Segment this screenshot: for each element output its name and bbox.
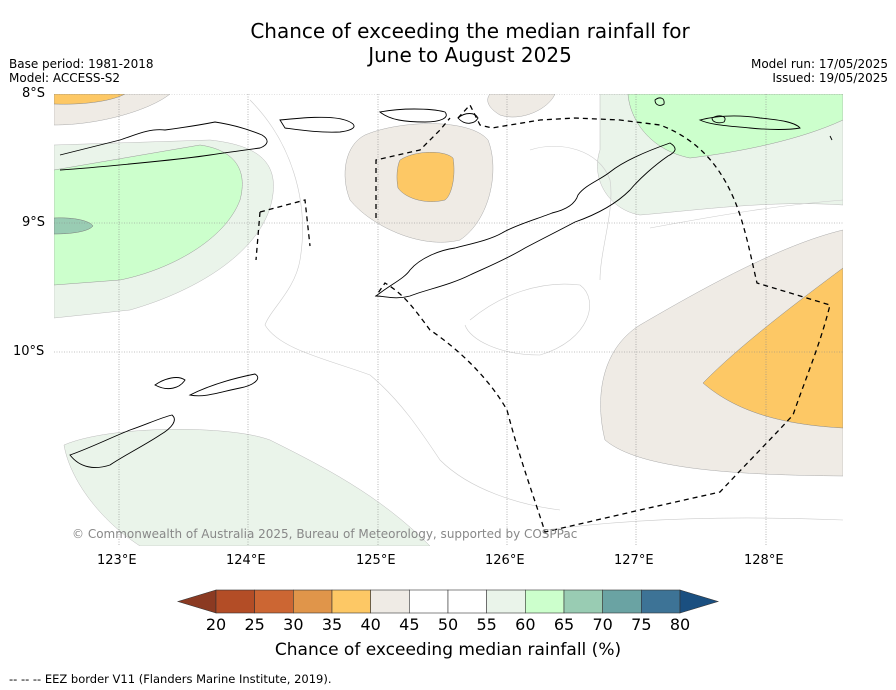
colorbar-segment xyxy=(447,589,487,614)
eez-border-line xyxy=(375,103,831,533)
lon-label-123e: 123°E xyxy=(97,553,137,568)
zone-35-40-central xyxy=(396,152,455,202)
colorbar-tick-label: 30 xyxy=(283,615,304,634)
issued-text: Issued: 19/05/2025 xyxy=(772,71,888,85)
colorbar-tick-label: 70 xyxy=(592,615,613,634)
atauro-coastline xyxy=(457,113,479,124)
colorbar-under-arrow xyxy=(176,589,217,614)
colorbar-segment xyxy=(602,589,642,614)
colorbar-tick-label: 50 xyxy=(437,615,459,634)
zone-35-40-northwest xyxy=(54,94,126,105)
lat-label-9s: 9°S xyxy=(22,215,46,230)
lon-label-125e: 125°E xyxy=(356,553,396,568)
rote-coastline xyxy=(188,373,259,397)
lon-label-124e: 124°E xyxy=(226,553,266,568)
flores-coastline xyxy=(59,121,268,171)
colorbar-tick-label: 40 xyxy=(360,615,381,634)
colorbar-over-arrow xyxy=(679,589,720,614)
colorbar xyxy=(176,589,720,614)
colorbar-segment xyxy=(409,589,449,614)
colorbar-tick-label: 45 xyxy=(399,615,420,634)
colorbar-segment xyxy=(293,589,333,614)
zone-35-40-east xyxy=(702,267,843,429)
zone-55-60-southwest xyxy=(63,429,431,546)
copyright-text: © Commonwealth of Australia 2025, Bureau… xyxy=(72,527,577,541)
sabu-coastline xyxy=(154,377,186,390)
zone-65-70-west xyxy=(54,217,94,235)
zone-60-65-west xyxy=(54,144,243,286)
colorbar-tick-label: 75 xyxy=(631,615,652,634)
wetar-coastline xyxy=(378,108,447,123)
zone-40-45-north xyxy=(487,94,556,118)
lon-label-126e: 126°E xyxy=(485,553,525,568)
colorbar-tick-label: 55 xyxy=(476,615,497,634)
colorbar-tick-label: 35 xyxy=(321,615,343,634)
coastlines xyxy=(59,97,833,468)
graticule xyxy=(54,94,843,546)
eez-legend-text: -- -- -- EEZ border V11 (Flanders Marine… xyxy=(9,672,332,686)
colorbar-segment xyxy=(563,589,603,614)
alor-coastline xyxy=(279,116,355,133)
colorbar-segment xyxy=(486,589,526,614)
colorbar-segment xyxy=(370,589,410,614)
base-period-text: Base period: 1981-2018 xyxy=(9,57,154,71)
lat-label-10s: 10°S xyxy=(13,344,45,359)
map-title: Chance of exceeding the median rainfall … xyxy=(250,19,690,67)
eez-border-west xyxy=(255,117,451,261)
colorbar-tick-label: 60 xyxy=(515,615,536,634)
lon-label-128e: 128°E xyxy=(744,553,784,568)
colorbar-tick-label: 65 xyxy=(553,615,575,634)
eastern-islands-coastline xyxy=(698,115,801,130)
colorbar-title: Chance of exceeding median rainfall (%) xyxy=(274,640,622,660)
sumba-coastline xyxy=(69,414,175,468)
colorbar-segment xyxy=(331,589,371,614)
colorbar-tick-label: 25 xyxy=(244,615,265,634)
colorbar-segment xyxy=(254,589,294,614)
lat-label-8s: 8°S xyxy=(22,86,46,101)
colorbar-segment xyxy=(215,589,255,614)
lon-label-127e: 127°E xyxy=(614,553,654,568)
colorbar-segment xyxy=(525,589,565,614)
colorbar-tick-label: 20 xyxy=(205,615,227,634)
timor-coastline xyxy=(374,142,676,299)
model-run-text: Model run: 17/05/2025 xyxy=(750,57,888,71)
model-text: Model: ACCESS-S2 xyxy=(9,71,121,85)
colorbar-segment xyxy=(641,589,681,614)
colorbar-tick-label: 80 xyxy=(669,615,691,634)
